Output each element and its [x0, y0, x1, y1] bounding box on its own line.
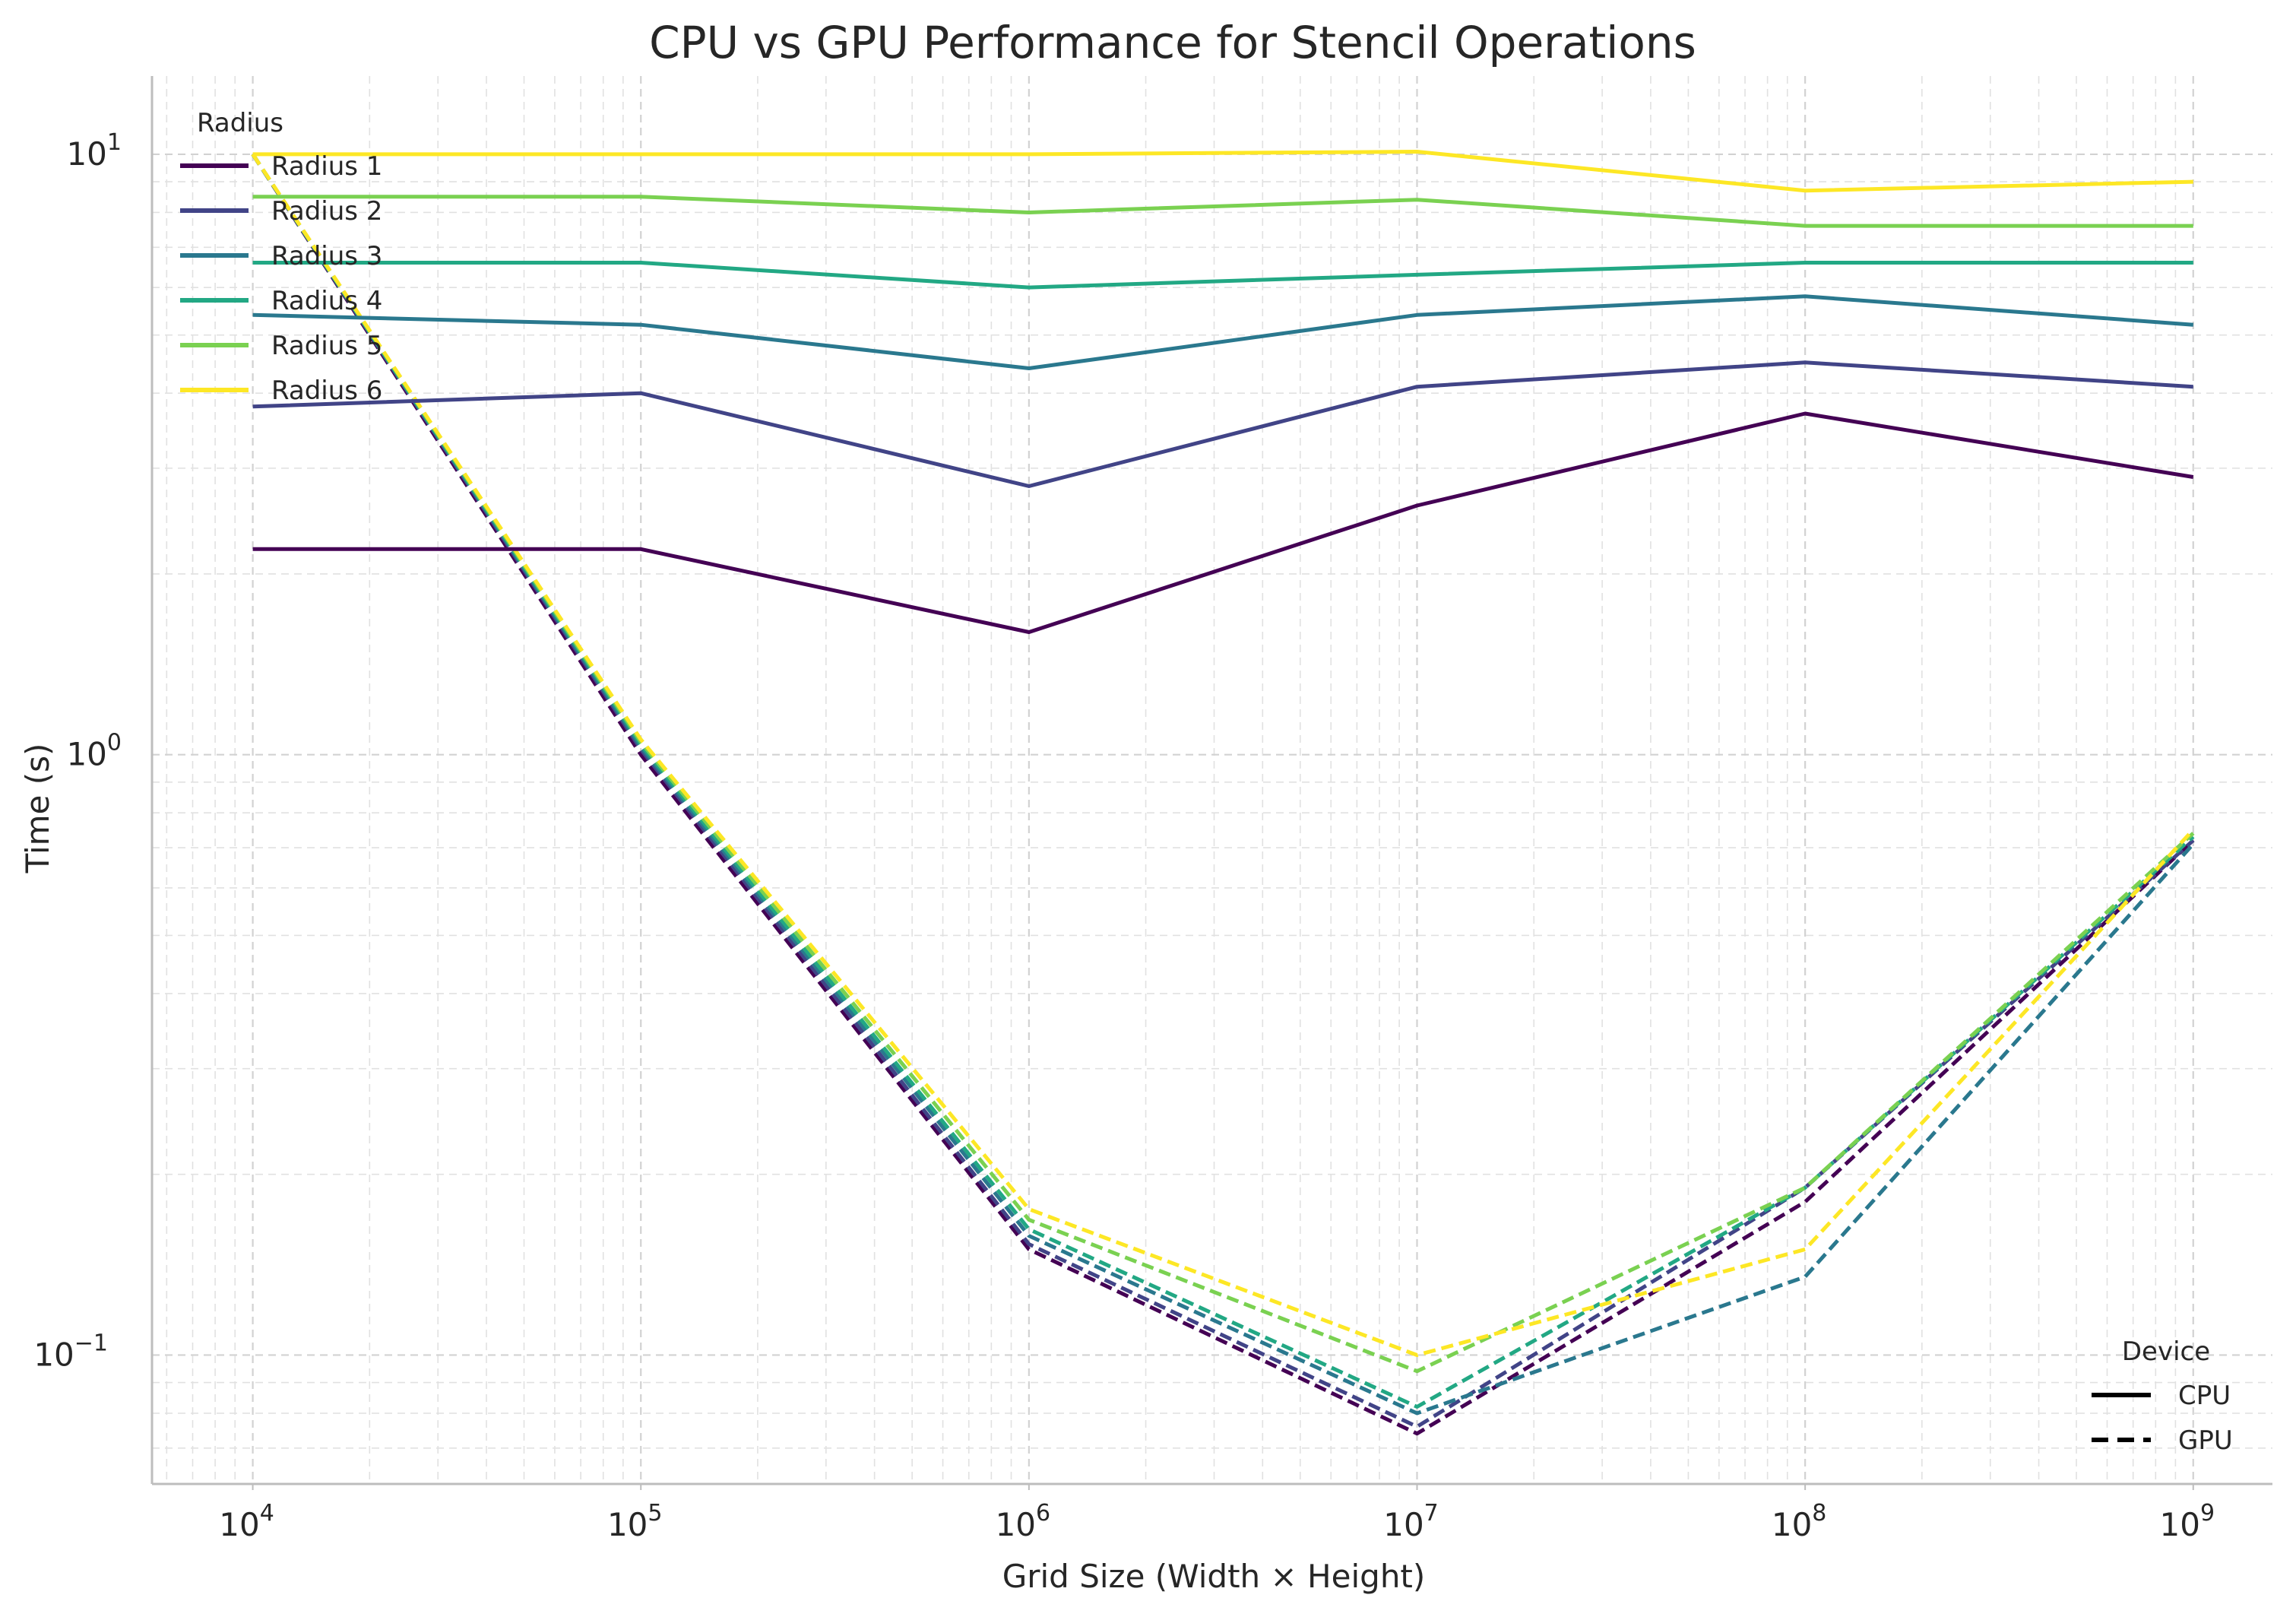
series-line-cpu-radius-2: [252, 360, 2193, 488]
series-line-cpu-radius-5: [252, 195, 2193, 228]
series-line-gpu-radius-6: [251, 153, 2195, 1357]
x-tick-label: 107: [1383, 1500, 1439, 1543]
series-line-cpu-radius-3: [252, 294, 2193, 370]
legend-device-item: CPU: [2092, 1381, 2231, 1411]
x-tick-label: 108: [1772, 1500, 1827, 1543]
x-tick-label: 109: [2159, 1500, 2215, 1543]
x-axis-label: Grid Size (Width × Height): [1002, 1558, 1426, 1595]
y-tick-label: 10−1: [33, 1330, 108, 1373]
legend-radius: Radius Radius 1 Radius 2 Radius 3 Radius 4 Ra…: [180, 108, 382, 406]
legend-radius-label: Radius 6: [271, 376, 382, 406]
legend-radius-item: Radius 5: [180, 331, 382, 361]
legend-device-item: GPU: [2092, 1425, 2233, 1456]
grid: [152, 76, 2272, 1484]
legend-device-label: CPU: [2178, 1381, 2231, 1411]
legend-device-title: Device: [2122, 1336, 2210, 1367]
series-line-gpu-radius-1: [251, 153, 2195, 1436]
legend-radius-title: Radius: [197, 108, 283, 138]
legend-radius-item: Radius 6: [180, 376, 382, 406]
x-tick-label: 105: [607, 1500, 663, 1543]
legend-radius-item: Radius 1: [180, 151, 382, 182]
x-tick-label: 106: [996, 1500, 1051, 1543]
series-lines: [251, 150, 2195, 1436]
y-tick-label: 100: [66, 730, 122, 773]
legend-radius-label: Radius 4: [271, 286, 382, 316]
series-line-cpu-radius-4: [252, 261, 2193, 290]
legend-radius-item: Radius 2: [180, 196, 382, 227]
legend-radius-item: Radius 4: [180, 286, 382, 316]
legend-radius-label: Radius 2: [271, 196, 382, 227]
x-tick-label: 104: [219, 1500, 274, 1543]
axes-spines: [150, 76, 2272, 1485]
series-line-cpu-radius-1: [252, 411, 2194, 634]
legend-radius-label: Radius 1: [271, 151, 382, 182]
legend-device: Device CPU GPU: [2092, 1336, 2233, 1456]
legend-radius-label: Radius 5: [271, 331, 382, 361]
tick-labels: 104 105 106 107 108 109 10−1 100 101: [33, 129, 2215, 1543]
legend-radius-label: Radius 3: [271, 241, 382, 271]
y-tick-label: 101: [66, 129, 122, 173]
legend-radius-item: Radius 3: [180, 241, 382, 271]
y-axis-label: Time (s): [19, 744, 56, 874]
chart-title: CPU vs GPU Performance for Stencil Opera…: [649, 17, 1696, 68]
series-line-gpu-radius-2: [251, 153, 2195, 1429]
series-line-gpu-radius-5: [251, 153, 2195, 1374]
series-line-cpu-radius-6: [252, 150, 2193, 193]
legend-device-label: GPU: [2178, 1425, 2233, 1456]
